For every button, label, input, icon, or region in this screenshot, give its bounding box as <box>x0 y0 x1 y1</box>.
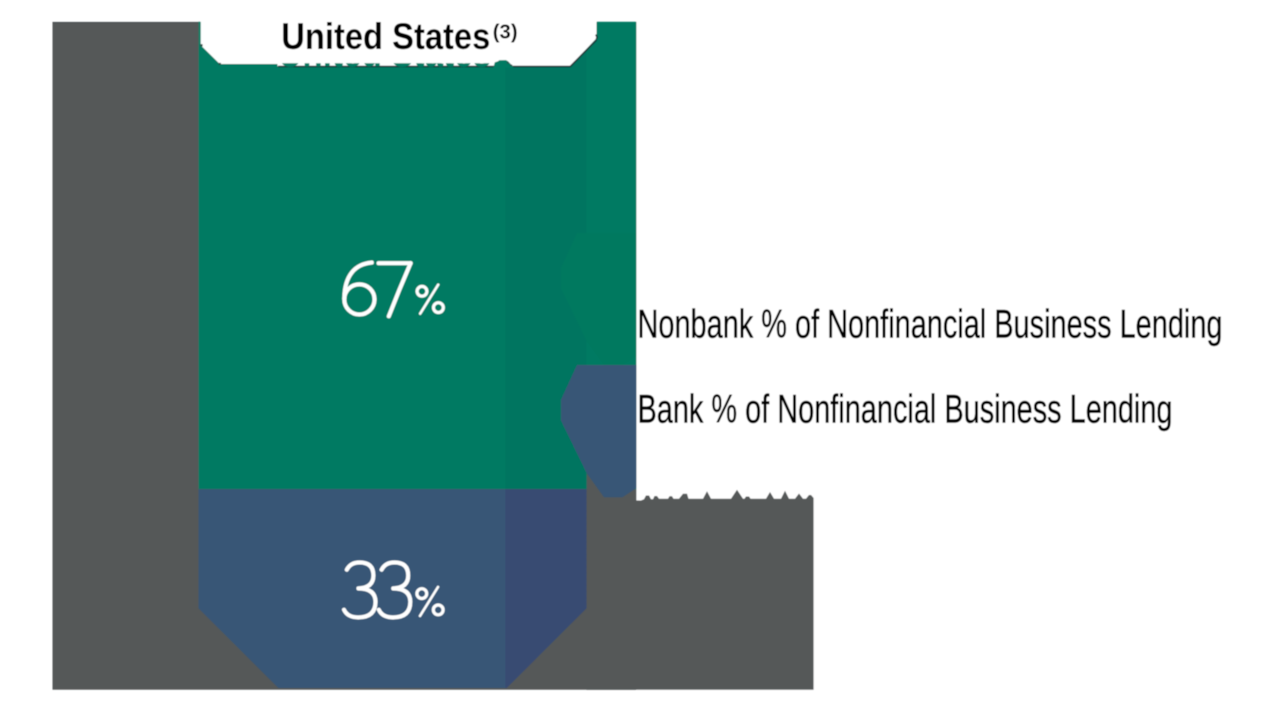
svg-text:United States: United States <box>278 33 491 76</box>
svg-text:Bank % of Nonfinancial Busines: Bank % of Nonfinancial Business Lending <box>638 388 1173 432</box>
svg-text:(3): (3) <box>493 22 518 44</box>
svg-text:Nonbank % of Nonfinancial Busi: Nonbank % of Nonfinancial Business Lendi… <box>638 303 1223 347</box>
svg-text:United States: United States <box>281 15 490 57</box>
